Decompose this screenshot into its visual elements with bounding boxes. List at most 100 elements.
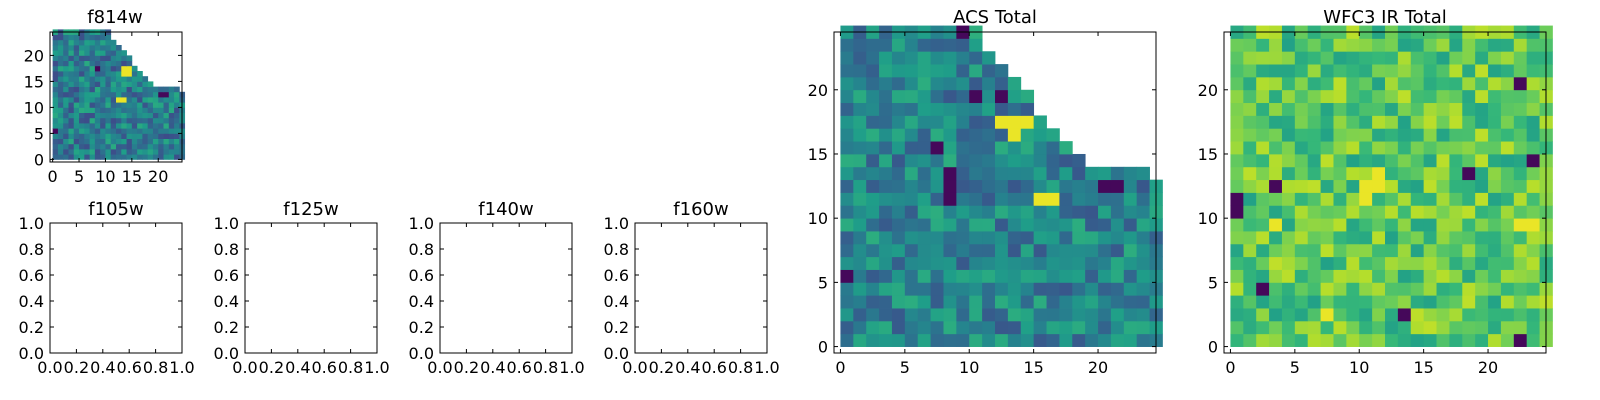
- heatmap-cell: [1385, 51, 1399, 65]
- heatmap-cell: [1488, 333, 1502, 347]
- heatmap-cell: [982, 128, 996, 142]
- heatmap-cell: [904, 231, 919, 245]
- heatmap-cell: [1098, 320, 1112, 335]
- heatmap-cell: [1397, 128, 1412, 142]
- heatmap-cell: [1320, 308, 1334, 322]
- heatmap-cell: [158, 143, 164, 150]
- heatmap-cell: [1372, 51, 1386, 65]
- heatmap-cell: [1256, 256, 1270, 270]
- heatmap-cell: [147, 97, 154, 103]
- heatmap-cell: [94, 102, 101, 108]
- y-tick-label: 0.8: [19, 240, 44, 259]
- heatmap-cell: [79, 39, 85, 46]
- heatmap-cell: [1269, 205, 1283, 219]
- heatmap-cell: [956, 308, 970, 322]
- y-tick-label: 0.2: [214, 318, 239, 337]
- heatmap-cell: [1346, 51, 1360, 65]
- heatmap-cell: [89, 112, 96, 119]
- heatmap-cell: [1359, 333, 1373, 347]
- heatmap-cell: [1136, 231, 1150, 245]
- heatmap-cell: [174, 138, 180, 145]
- panel-title: WFC3 IR Total: [1323, 7, 1446, 28]
- heatmap-cell: [1423, 269, 1437, 283]
- heatmap-cell: [63, 71, 69, 77]
- heatmap-cell: [100, 55, 106, 61]
- heatmap-cell: [1110, 166, 1125, 181]
- heatmap-cell: [956, 76, 970, 91]
- y-tick-labels: 0.00.20.40.60.81.0: [214, 214, 239, 363]
- heatmap-cell: [1085, 269, 1099, 283]
- heatmap-cell: [1397, 192, 1412, 206]
- heatmap-cell: [52, 65, 59, 72]
- heatmap-cell: [1513, 128, 1528, 142]
- heatmap-cell: [1475, 166, 1489, 181]
- heatmap-cell: [121, 97, 127, 103]
- heatmap-cell: [853, 128, 867, 142]
- heatmap-cell: [943, 308, 957, 322]
- heatmap-cell: [1123, 282, 1138, 296]
- heatmap-cell: [917, 333, 931, 347]
- heatmap-cell: [152, 128, 159, 134]
- heatmap-cell: [137, 149, 143, 155]
- heatmap-cell: [1372, 218, 1386, 232]
- heatmap-cell: [840, 243, 854, 258]
- heatmap-cell: [152, 102, 159, 108]
- heatmap-cell: [1385, 243, 1399, 258]
- heatmap-cell: [1346, 295, 1360, 309]
- heatmap-cell: [930, 269, 944, 283]
- heatmap-cell: [1359, 231, 1373, 245]
- heatmap-cell: [1436, 102, 1450, 116]
- heatmap-cell: [63, 128, 69, 134]
- heatmap-cell: [1436, 231, 1450, 245]
- heatmap-cell: [68, 154, 75, 160]
- heatmap-cell: [1385, 256, 1399, 270]
- heatmap-cell: [1136, 166, 1150, 181]
- heatmap-cell: [100, 76, 106, 82]
- heatmap-cell: [1007, 269, 1022, 283]
- heatmap-cell: [956, 231, 970, 245]
- heatmap-cell: [68, 39, 75, 46]
- heatmap-cell: [147, 149, 154, 155]
- heatmap-cell: [1072, 333, 1086, 347]
- heatmap-cell: [982, 102, 996, 116]
- heatmap-cell: [68, 91, 75, 98]
- heatmap-cell: [1281, 102, 1296, 116]
- heatmap-cell: [73, 154, 80, 160]
- heatmap-cell: [142, 154, 149, 160]
- heatmap-cell: [1372, 128, 1386, 142]
- heatmap-cell: [1385, 89, 1399, 104]
- heatmap-cell: [840, 205, 854, 219]
- x-tick-label: 1.0: [559, 358, 584, 377]
- heatmap-cell: [1307, 128, 1321, 142]
- heatmap-cell: [1462, 295, 1476, 309]
- y-tick-label: 1.0: [19, 214, 44, 233]
- heatmap-cell: [1513, 38, 1528, 52]
- heatmap-cell: [879, 128, 893, 142]
- heatmap-cell: [1320, 141, 1334, 155]
- heatmap-cell: [126, 133, 133, 139]
- heatmap-cell: [1475, 51, 1489, 65]
- heatmap-cell: [917, 51, 931, 65]
- heatmap-cell: [110, 91, 117, 98]
- panel-f140w: f140w 0.0 0.2 0.4 0.6 0.8 1.0 0.00.20.40.60.8…: [409, 199, 585, 377]
- heatmap-cell: [853, 333, 867, 347]
- heatmap-cell: [1110, 192, 1125, 206]
- heatmap-cell: [982, 89, 996, 104]
- heatmap-cell: [142, 123, 149, 129]
- heatmap-cell: [1449, 38, 1463, 52]
- heatmap-cells: [52, 29, 186, 160]
- heatmap-cell: [982, 269, 996, 283]
- heatmap-cell: [840, 38, 854, 52]
- heatmap-cell: [1123, 179, 1138, 193]
- heatmap-cell: [956, 115, 970, 129]
- heatmap-cell: [1359, 308, 1373, 322]
- heatmap-cell: [63, 81, 69, 87]
- heatmap-cell: [943, 166, 957, 181]
- heatmap-cell: [110, 107, 117, 113]
- heatmap-cell: [1059, 218, 1073, 232]
- y-tick-label: 1.0: [214, 214, 239, 233]
- heatmap-cell: [68, 81, 75, 87]
- heatmap-cell: [1475, 256, 1489, 270]
- heatmap-cell: [1085, 205, 1099, 219]
